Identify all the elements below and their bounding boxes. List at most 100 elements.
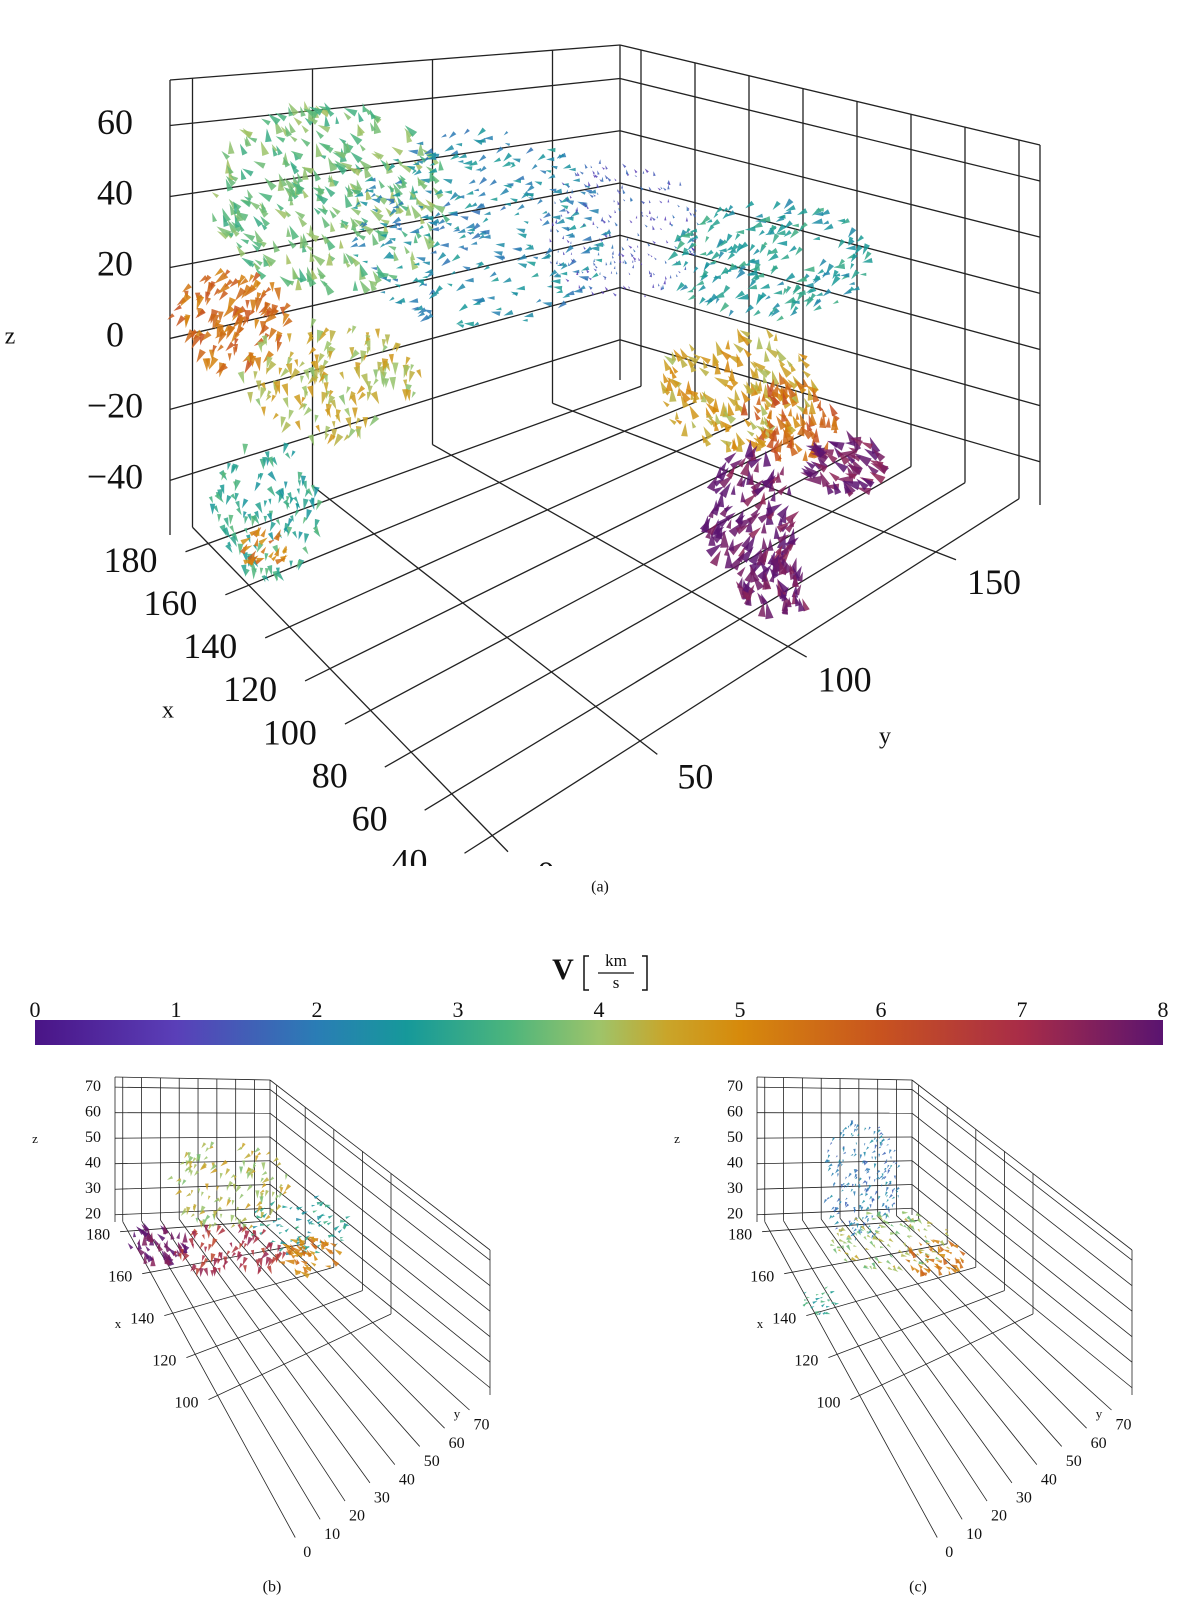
arrow bbox=[662, 187, 667, 191]
arrow bbox=[193, 1163, 198, 1170]
arrow bbox=[224, 278, 234, 288]
arrow bbox=[421, 283, 427, 287]
colorbar-tick-label: 1 bbox=[171, 997, 182, 1022]
arrow bbox=[333, 433, 344, 447]
arrow bbox=[718, 474, 734, 489]
arrow bbox=[878, 1153, 881, 1158]
arrow bbox=[754, 411, 761, 421]
arrow bbox=[789, 563, 795, 575]
arrow bbox=[201, 1142, 207, 1149]
arrow bbox=[369, 109, 377, 120]
arrow bbox=[257, 1257, 263, 1268]
arrow bbox=[254, 558, 264, 565]
arrow bbox=[884, 1191, 888, 1197]
arrow bbox=[237, 543, 244, 556]
arrow bbox=[814, 298, 822, 304]
arrow bbox=[407, 149, 419, 155]
arrow bbox=[455, 283, 466, 292]
arrow bbox=[255, 398, 261, 407]
arrow bbox=[318, 371, 329, 383]
arrow bbox=[413, 234, 418, 244]
arrow bbox=[477, 127, 486, 136]
arrow bbox=[821, 1292, 826, 1296]
arrow bbox=[783, 220, 793, 229]
arrow bbox=[334, 1249, 343, 1256]
arrow bbox=[262, 457, 267, 467]
arrow bbox=[191, 334, 202, 350]
arrow bbox=[217, 1227, 226, 1236]
arrow bbox=[293, 496, 299, 504]
arrow bbox=[212, 313, 220, 328]
arrow bbox=[799, 413, 807, 427]
arrow bbox=[215, 1206, 222, 1212]
arrow bbox=[348, 428, 356, 439]
arrow bbox=[841, 1245, 845, 1250]
arrow bbox=[265, 128, 272, 143]
arrow bbox=[662, 400, 670, 408]
frame-line bbox=[619, 44, 1041, 146]
arrow bbox=[886, 1199, 889, 1203]
arrow bbox=[764, 350, 770, 363]
arrow bbox=[579, 287, 583, 292]
arrow bbox=[331, 1234, 337, 1237]
arrow bbox=[250, 355, 257, 368]
arrow bbox=[253, 1147, 261, 1154]
arrow bbox=[166, 1175, 174, 1180]
arrow bbox=[819, 416, 824, 426]
arrow bbox=[180, 1209, 187, 1216]
arrow bbox=[835, 1168, 840, 1174]
arrow bbox=[564, 216, 574, 221]
arrow bbox=[359, 279, 371, 294]
arrow bbox=[539, 218, 543, 221]
arrow bbox=[544, 247, 553, 256]
arrow bbox=[275, 1162, 282, 1167]
arrow bbox=[372, 270, 382, 284]
arrow bbox=[850, 253, 858, 263]
arrow bbox=[756, 293, 764, 306]
arrow bbox=[285, 1174, 288, 1181]
arrow bbox=[303, 1264, 309, 1268]
arrow bbox=[379, 243, 385, 248]
arrow bbox=[588, 277, 592, 281]
arrow bbox=[859, 1204, 862, 1210]
arrow bbox=[294, 509, 300, 517]
arrow bbox=[753, 484, 767, 496]
arrow bbox=[591, 291, 595, 296]
arrow bbox=[864, 1143, 866, 1146]
arrow bbox=[596, 192, 599, 195]
arrow bbox=[880, 1184, 883, 1188]
arrow bbox=[468, 160, 478, 167]
arrow bbox=[259, 291, 267, 302]
arrow bbox=[767, 538, 774, 551]
arrow bbox=[621, 246, 625, 251]
arrow bbox=[310, 1262, 317, 1267]
arrow bbox=[417, 205, 424, 209]
arrow bbox=[873, 1179, 876, 1183]
arrow bbox=[213, 288, 221, 297]
arrow bbox=[359, 262, 369, 278]
arrow bbox=[599, 178, 602, 182]
arrow bbox=[776, 505, 789, 519]
arrow bbox=[765, 328, 774, 339]
arrow bbox=[241, 1142, 246, 1150]
arrow bbox=[288, 102, 299, 117]
grid-line bbox=[911, 1184, 1133, 1363]
arrow bbox=[868, 1126, 871, 1131]
arrow bbox=[675, 240, 686, 252]
arrow bbox=[705, 249, 714, 257]
arrow bbox=[392, 158, 399, 162]
arrow bbox=[703, 435, 712, 447]
arrow bbox=[710, 501, 721, 516]
arrow bbox=[723, 546, 729, 556]
arrow bbox=[730, 485, 736, 496]
arrow bbox=[593, 242, 604, 247]
arrow bbox=[775, 415, 787, 431]
arrow bbox=[946, 1246, 951, 1250]
arrow bbox=[581, 236, 592, 241]
arrow bbox=[493, 251, 503, 256]
arrow bbox=[438, 159, 444, 171]
arrow bbox=[635, 215, 638, 219]
arrow bbox=[835, 1155, 838, 1158]
arrow bbox=[371, 208, 379, 213]
arrow bbox=[892, 1161, 895, 1164]
